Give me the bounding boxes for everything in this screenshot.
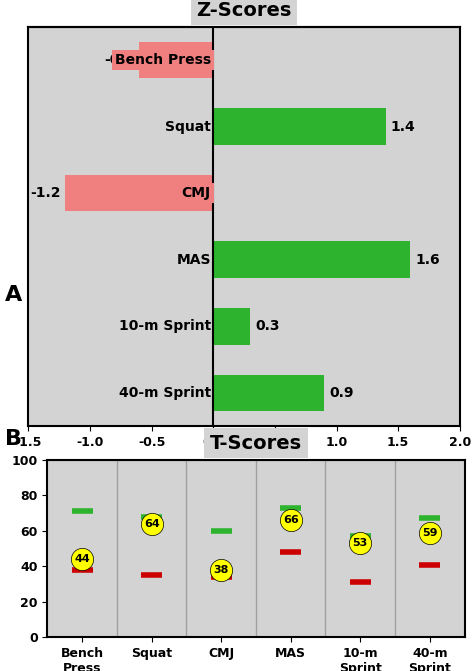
- Text: 44: 44: [74, 554, 90, 564]
- Text: MAS: MAS: [176, 253, 211, 267]
- Text: 1.6: 1.6: [415, 253, 440, 267]
- Text: B: B: [5, 429, 22, 450]
- Text: 10-m Sprint: 10-m Sprint: [118, 319, 211, 333]
- Bar: [213, 308, 250, 345]
- Text: 0.9: 0.9: [329, 386, 354, 400]
- Bar: [213, 374, 324, 411]
- Text: 1.4: 1.4: [391, 119, 416, 134]
- Title: Z-Scores: Z-Scores: [196, 1, 292, 19]
- Title: T-Scores: T-Scores: [210, 433, 302, 452]
- Bar: [213, 242, 410, 278]
- Text: 53: 53: [353, 538, 368, 548]
- Bar: [213, 108, 386, 145]
- Text: -0.6: -0.6: [104, 53, 135, 67]
- Text: 40-m Sprint: 40-m Sprint: [118, 386, 211, 400]
- Text: 38: 38: [213, 565, 229, 575]
- Text: A: A: [5, 285, 22, 305]
- Text: 64: 64: [144, 519, 160, 529]
- Text: 66: 66: [283, 515, 299, 525]
- Text: 0.3: 0.3: [255, 319, 280, 333]
- Text: Bench Press: Bench Press: [115, 53, 211, 67]
- Bar: [139, 42, 213, 79]
- Bar: [65, 175, 213, 211]
- Text: CMJ: CMJ: [182, 186, 211, 200]
- Text: -1.2: -1.2: [30, 186, 61, 200]
- Text: Squat: Squat: [165, 119, 211, 134]
- Text: 59: 59: [422, 527, 438, 537]
